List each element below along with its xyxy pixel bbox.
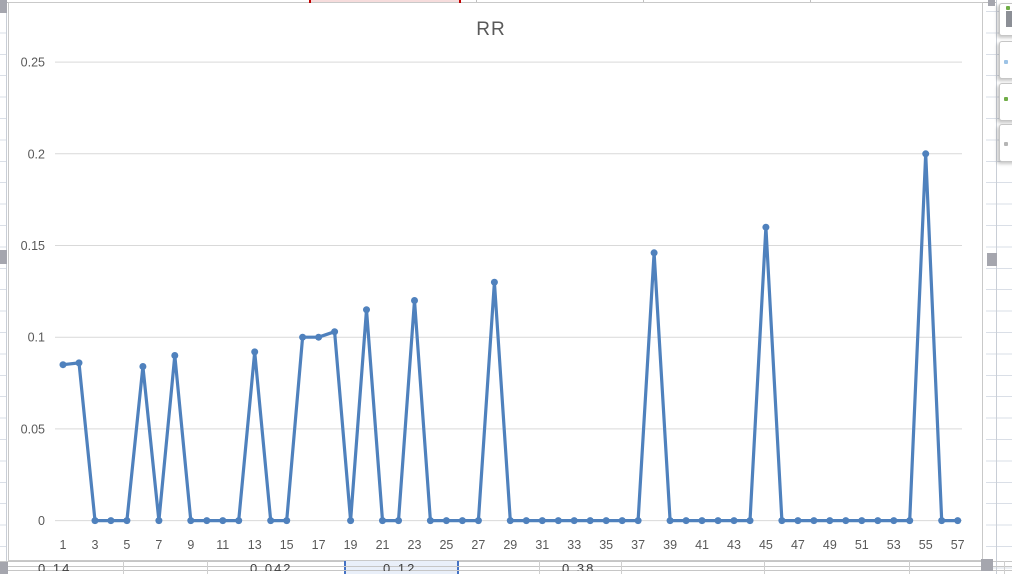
svg-text:25: 25 — [439, 538, 453, 552]
svg-text:1: 1 — [60, 538, 67, 552]
column-separator — [909, 561, 910, 574]
button-icon — [1004, 60, 1008, 64]
partial-cell-value[interactable]: 0.042 — [250, 562, 293, 571]
partial-cell-value[interactable]: 0.12 — [383, 562, 417, 571]
svg-text:0.1: 0.1 — [28, 331, 45, 345]
svg-text:37: 37 — [631, 538, 645, 552]
svg-text:45: 45 — [759, 538, 773, 552]
svg-text:39: 39 — [663, 538, 677, 552]
svg-text:7: 7 — [155, 538, 162, 552]
row-gridline — [0, 561, 1012, 562]
worksheet-right-gridline — [996, 0, 997, 574]
worksheet-left-edge — [0, 11, 6, 574]
chart-quick-button[interactable] — [999, 124, 1012, 162]
svg-text:57: 57 — [951, 538, 965, 552]
chart-canvas[interactable]: 00.050.10.150.20.25 1 3 5 7 9 11 13 15 17 19 21 23 2… — [9, 3, 982, 560]
button-icon — [1004, 97, 1008, 101]
red-border-tick — [459, 0, 461, 3]
svg-text:0.05: 0.05 — [21, 422, 45, 436]
svg-text:15: 15 — [280, 538, 294, 552]
column-separator — [123, 561, 124, 574]
svg-text:41: 41 — [695, 538, 709, 552]
x-axis-labels: 1 3 5 7 9 11 13 15 17 19 21 23 25 27 29 31 33 35 37 39 41 43 4… — [60, 538, 965, 552]
svg-text:0.25: 0.25 — [21, 56, 45, 70]
chart-quick-button[interactable] — [999, 41, 1012, 79]
selection-handle-middle-right[interactable] — [987, 253, 997, 266]
chart-quick-button[interactable] — [999, 83, 1012, 121]
svg-text:0: 0 — [38, 514, 45, 528]
highlighted-cell-partial[interactable] — [309, 0, 461, 3]
worksheet-bottom-rows: 0.14 0.042 0.12 0.38 — [0, 556, 1012, 574]
svg-text:9: 9 — [187, 538, 194, 552]
svg-text:5: 5 — [123, 538, 130, 552]
y-axis-labels: 0 0.05 0.1 0.15 0.2 0.25 — [21, 56, 45, 528]
svg-text:47: 47 — [791, 538, 805, 552]
column-separator — [643, 0, 644, 3]
red-border-tick — [309, 0, 311, 3]
svg-text:0.2: 0.2 — [28, 147, 45, 161]
button-icon — [1006, 6, 1010, 10]
column-separator — [1004, 561, 1005, 574]
svg-text:35: 35 — [599, 538, 613, 552]
svg-text:33: 33 — [567, 538, 581, 552]
partial-cell-value[interactable]: 0.14 — [38, 562, 72, 571]
column-separator — [539, 561, 540, 574]
column-separator — [810, 0, 811, 3]
svg-text:13: 13 — [248, 538, 262, 552]
svg-text:49: 49 — [823, 538, 837, 552]
data-series-rr[interactable] — [59, 150, 962, 525]
column-separator — [764, 561, 765, 574]
selection-handle-top-left[interactable] — [0, 0, 7, 13]
partial-cell-value[interactable]: 0.38 — [562, 562, 596, 571]
chart-object[interactable]: 0 0.05 0.1 0.15 0.2 0.25 1 3 5 7 9 11 13 15 17 19 21 23 2… — [8, 2, 983, 561]
chart-title[interactable]: RR — [476, 19, 505, 40]
svg-text:0.15: 0.15 — [21, 239, 45, 253]
svg-text:29: 29 — [503, 538, 517, 552]
selection-handle-middle-left[interactable] — [0, 250, 7, 264]
svg-text:17: 17 — [312, 538, 326, 552]
svg-text:21: 21 — [376, 538, 390, 552]
button-icon — [1004, 142, 1008, 146]
selection-handle-top-right[interactable] — [988, 0, 995, 6]
column-separator — [476, 0, 477, 3]
svg-text:11: 11 — [216, 538, 229, 552]
svg-text:43: 43 — [727, 538, 741, 552]
svg-text:51: 51 — [855, 538, 869, 552]
svg-text:3: 3 — [91, 538, 98, 552]
selection-handle-bottom-right[interactable] — [981, 559, 993, 571]
column-separator — [207, 561, 208, 574]
svg-text:27: 27 — [471, 538, 485, 552]
column-separator — [621, 561, 622, 574]
svg-text:19: 19 — [344, 538, 358, 552]
svg-text:31: 31 — [535, 538, 549, 552]
svg-text:55: 55 — [919, 538, 933, 552]
chart-quick-button[interactable] — [999, 3, 1012, 36]
svg-text:53: 53 — [887, 538, 901, 552]
selection-handle-bottom-left[interactable] — [0, 562, 8, 574]
chart-gridlines — [55, 61, 962, 522]
row-gridline — [0, 566, 1012, 567]
row-gridline — [0, 570, 1012, 571]
svg-text:23: 23 — [408, 538, 422, 552]
button-icon-fragment — [1006, 11, 1012, 27]
worksheet-left-gridline — [6, 0, 7, 574]
